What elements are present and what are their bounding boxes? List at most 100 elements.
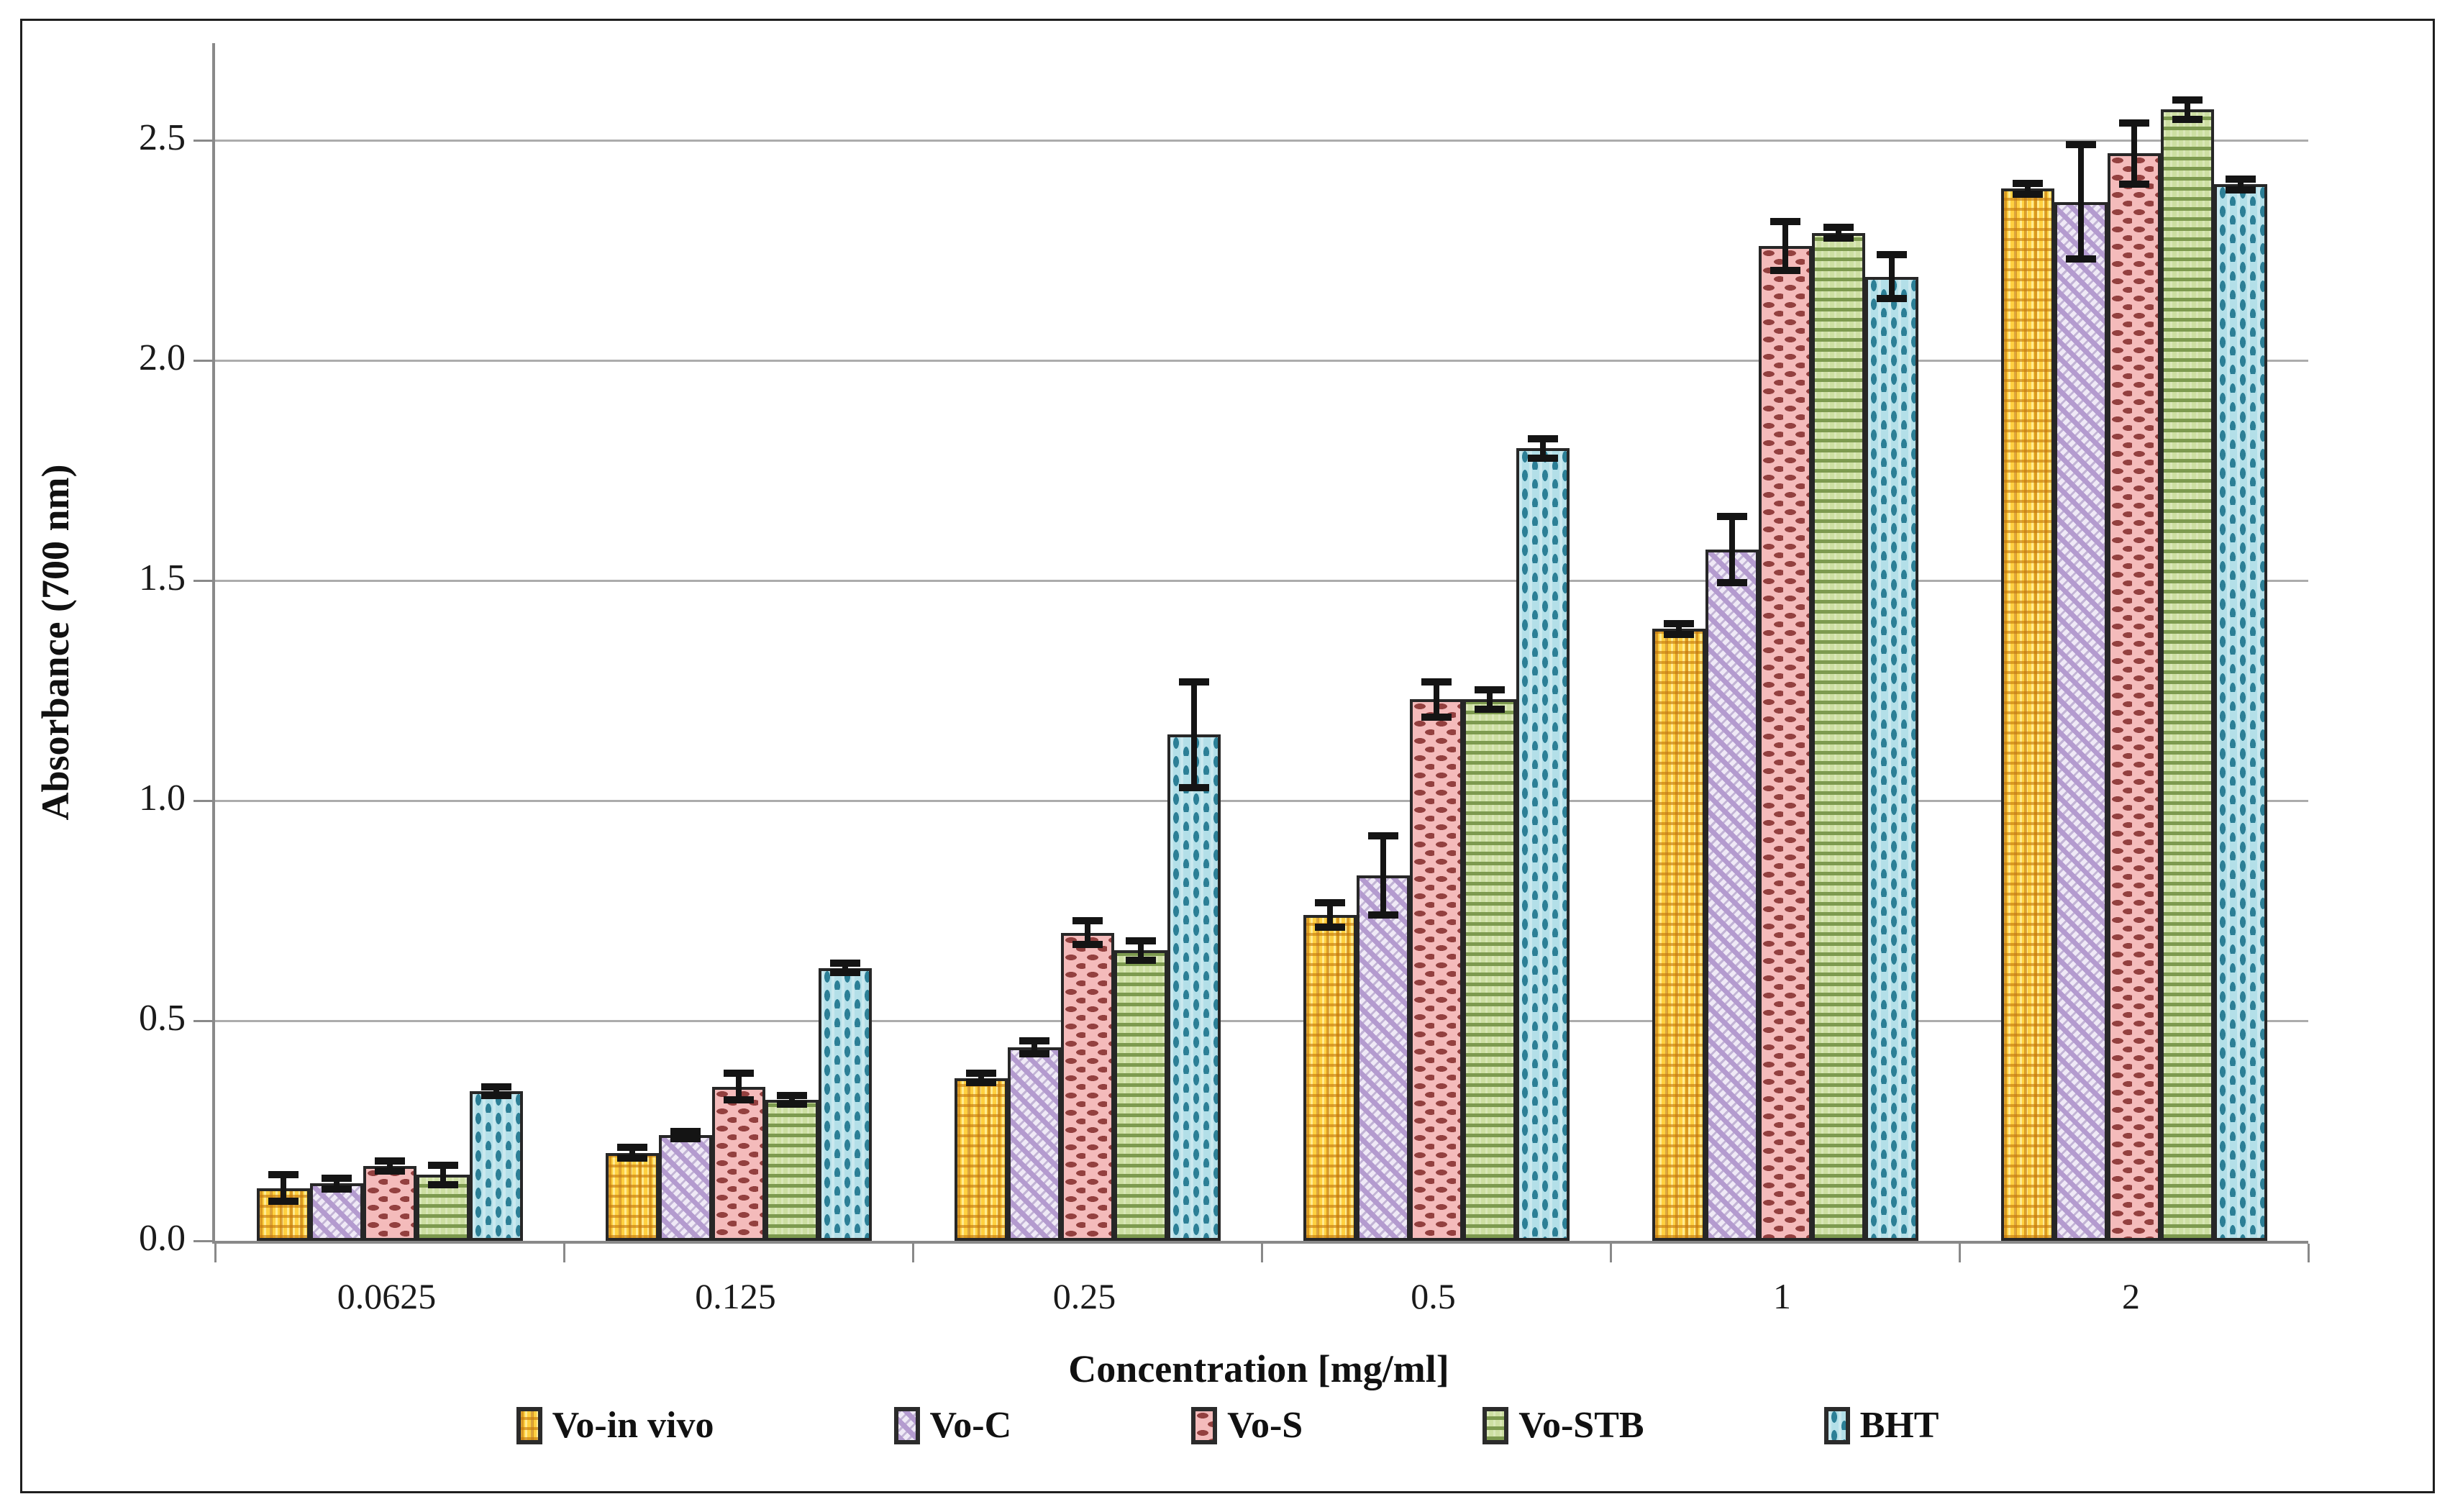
error-bar-cap-top: [374, 1157, 405, 1165]
error-bar-cap-bottom: [427, 1180, 458, 1188]
error-bar-cap-bottom: [616, 1154, 647, 1162]
error-bar-whisker: [2237, 178, 2244, 190]
error-bar-cap-top: [2172, 96, 2203, 104]
legend-swatch: [1191, 1406, 1218, 1444]
error-bar-cap-bottom: [2172, 115, 2203, 123]
error-bar-whisker: [1190, 681, 1197, 788]
y-axis-tick: [193, 1020, 212, 1022]
bar-bht: [818, 967, 872, 1241]
error-bar-whisker: [386, 1160, 393, 1172]
x-tick-label: 0.5: [1411, 1276, 1456, 1316]
bar-vo-s: [363, 1165, 416, 1241]
bar-vo-stb: [765, 1100, 819, 1241]
error-bar-cap-bottom: [723, 1096, 754, 1104]
error-bar-whisker: [2184, 99, 2190, 119]
legend-label: Vo-STB: [1518, 1405, 1644, 1446]
error-bar-cap-bottom: [1823, 234, 1854, 242]
bar-vo-s: [1060, 932, 1114, 1241]
error-bar-cap-top: [1716, 513, 1747, 521]
error-bar-whisker: [493, 1086, 499, 1096]
x-axis-tick: [1959, 1244, 1961, 1262]
y-axis-title: Absorbance (700 nm): [34, 464, 77, 821]
y-axis-tick: [193, 360, 212, 362]
bar-vo-in-vivo: [1652, 629, 1705, 1241]
y-axis-tick: [193, 140, 212, 142]
error-bar-cap-bottom: [1876, 295, 1907, 303]
error-bar-cap-bottom: [829, 968, 860, 976]
bar-vo-c: [1007, 1047, 1061, 1241]
y-axis-tick: [193, 1240, 212, 1242]
error-bar-cap-bottom: [1314, 924, 1345, 932]
error-bar-whisker: [1888, 255, 1895, 299]
error-bar-cap-bottom: [268, 1197, 299, 1205]
error-bar-whisker: [439, 1165, 446, 1185]
error-bar-cap-top: [1125, 937, 1156, 944]
x-axis-tick: [563, 1244, 565, 1262]
error-bar-whisker: [735, 1073, 742, 1101]
error-bar-cap-bottom: [2065, 255, 2096, 263]
y-tick-label: 2.0: [139, 337, 186, 378]
error-bar-cap-top: [321, 1175, 352, 1183]
error-bar-cap-top: [776, 1092, 807, 1100]
error-bar-whisker: [1782, 222, 1788, 270]
x-axis-tick: [1610, 1244, 1612, 1262]
error-bar-cap-top: [1367, 832, 1398, 839]
error-bar-cap-top: [1421, 678, 1452, 686]
error-bar-cap-top: [1769, 218, 1800, 226]
error-bar-cap-top: [1072, 917, 1103, 925]
y-axis-tick: [193, 800, 212, 802]
bar-vo-c: [1705, 550, 1759, 1241]
error-bar-whisker: [1486, 689, 1493, 709]
bar-vo-c: [658, 1135, 712, 1241]
x-axis-tick: [214, 1244, 217, 1262]
error-bar-cap-bottom: [1527, 454, 1558, 462]
x-axis-title: Concentration [mg/ml]: [1068, 1347, 1449, 1390]
error-bar-cap-top: [2012, 179, 2043, 187]
plot-area: [193, 43, 2310, 1262]
error-bar-cap-bottom: [1367, 911, 1398, 919]
x-axis-tick: [1261, 1244, 1263, 1262]
x-tick-label: 0.0625: [337, 1276, 437, 1316]
bar-vo-s: [2107, 153, 2161, 1241]
error-bar-whisker: [1728, 516, 1735, 583]
error-bar-cap-bottom: [374, 1167, 405, 1175]
bar-vo-stb: [1811, 232, 1865, 1241]
bar-vo-s: [1758, 245, 1812, 1241]
x-tick-label: 2: [2122, 1276, 2140, 1316]
error-bar-cap-top: [1527, 434, 1558, 442]
error-bar-whisker: [788, 1096, 795, 1105]
legend-label: Vo-S: [1227, 1405, 1303, 1446]
error-bar-whisker: [2131, 122, 2137, 185]
error-bar-cap-bottom: [1663, 630, 1694, 638]
error-bar-cap-bottom: [2118, 181, 2149, 188]
error-bar-cap-top: [670, 1128, 701, 1136]
bar-vo-c: [1356, 875, 1410, 1241]
bar-vo-stb: [2160, 109, 2214, 1241]
y-tick-label: 0.5: [139, 998, 186, 1039]
error-bar-cap-top: [965, 1070, 996, 1078]
x-axis-tick: [2308, 1244, 2310, 1262]
error-bar-whisker: [333, 1178, 340, 1189]
legend-item-vo-s: Vo-S: [1191, 1404, 1303, 1447]
error-bar-whisker: [1380, 835, 1386, 916]
error-bar-cap-top: [723, 1070, 754, 1078]
error-bar-cap-bottom: [1421, 713, 1452, 721]
error-bar-cap-bottom: [1019, 1049, 1049, 1057]
error-bar-whisker: [1137, 940, 1144, 960]
error-bar-whisker: [1835, 227, 1841, 238]
bar-vo-c: [2054, 201, 2108, 1241]
gridline: [215, 140, 2308, 142]
error-bar-cap-bottom: [2012, 190, 2043, 198]
error-bar-cap-top: [1474, 686, 1505, 693]
error-bar-cap-top: [1663, 619, 1694, 627]
error-bar-cap-bottom: [321, 1185, 352, 1193]
gridline: [215, 360, 2308, 362]
legend-label: BHT: [1859, 1405, 1939, 1446]
legend-item-bht: BHT: [1823, 1404, 1939, 1447]
error-bar-cap-bottom: [965, 1078, 996, 1086]
error-bar-whisker: [280, 1175, 286, 1201]
error-bar-whisker: [1433, 681, 1439, 717]
legend-item-vo-stb: Vo-STB: [1482, 1404, 1644, 1447]
y-tick-label: 0.0: [139, 1218, 186, 1259]
bar-vo-s: [1409, 699, 1463, 1241]
